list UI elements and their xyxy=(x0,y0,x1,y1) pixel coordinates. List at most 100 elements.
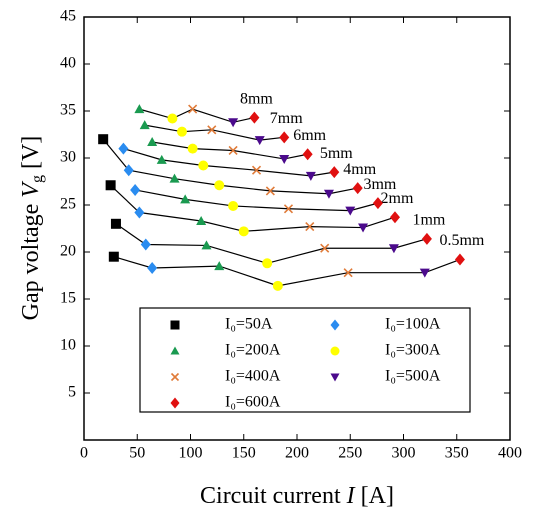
marker xyxy=(134,206,145,219)
y-tick-label: 30 xyxy=(60,149,76,166)
legend-label: I₀=400A xyxy=(225,368,281,385)
y-tick-label: 15 xyxy=(60,290,76,307)
marker xyxy=(421,232,432,245)
legend-marker xyxy=(170,397,180,409)
legend-label: I₀=500A xyxy=(385,368,441,385)
x-tick-label: 250 xyxy=(338,445,362,462)
y-tick-label: 10 xyxy=(60,337,76,354)
legend-marker xyxy=(170,320,180,330)
gap-label: 5mm xyxy=(320,145,353,162)
x-tick-label: 100 xyxy=(179,445,203,462)
marker xyxy=(196,215,207,225)
marker xyxy=(167,113,178,124)
marker xyxy=(323,189,334,199)
x-label-unit: [A] xyxy=(355,483,394,509)
marker xyxy=(251,165,262,175)
x-tick-label: 150 xyxy=(232,445,256,462)
y-tick-label: 25 xyxy=(60,196,76,213)
marker xyxy=(329,166,340,179)
marker xyxy=(188,104,198,114)
x-tick-label: 0 xyxy=(80,445,88,462)
marker xyxy=(198,160,209,171)
marker xyxy=(134,104,145,114)
marker xyxy=(228,145,238,156)
marker xyxy=(249,111,260,124)
marker xyxy=(283,204,294,214)
marker xyxy=(140,238,151,251)
gap-line xyxy=(123,148,335,177)
x-tick-label: 400 xyxy=(498,445,522,462)
marker xyxy=(279,154,290,164)
legend-label: I₀=50A xyxy=(225,316,273,333)
marker xyxy=(98,134,109,145)
y-tick-label: 45 xyxy=(60,8,76,25)
x-tick-label: 50 xyxy=(129,445,145,462)
legend-marker xyxy=(330,319,340,331)
gap-line xyxy=(113,256,461,287)
gap-label: 1mm xyxy=(412,212,445,229)
gap-label: 8mm xyxy=(240,90,273,107)
marker xyxy=(389,211,400,224)
marker xyxy=(352,182,363,195)
gap-line xyxy=(139,108,255,123)
legend-marker xyxy=(170,372,180,382)
marker xyxy=(345,206,356,216)
marker xyxy=(279,131,290,144)
marker xyxy=(139,120,150,130)
marker xyxy=(302,148,313,161)
marker xyxy=(262,258,273,269)
y-label-text: Gap voltage xyxy=(18,198,44,321)
gap-line xyxy=(135,189,379,212)
y-tick-label: 40 xyxy=(60,55,76,72)
marker xyxy=(123,164,134,177)
marker xyxy=(108,251,119,262)
gap-label: 6mm xyxy=(293,127,326,144)
marker xyxy=(180,194,191,204)
marker xyxy=(110,218,121,229)
marker xyxy=(305,222,315,232)
marker xyxy=(169,173,180,183)
marker xyxy=(272,280,283,291)
legend-marker xyxy=(330,346,340,356)
marker xyxy=(254,136,265,146)
marker xyxy=(343,268,353,278)
y-tick-label: 35 xyxy=(60,102,76,119)
marker xyxy=(207,125,217,135)
marker xyxy=(372,197,383,210)
marker xyxy=(358,223,369,233)
legend-label: I₀=300A xyxy=(385,342,441,359)
marker xyxy=(214,180,225,191)
x-label-text: Circuit current xyxy=(200,483,347,509)
marker xyxy=(130,183,141,196)
y-axis-label: Gap voltage Vg [V] xyxy=(18,136,46,321)
marker xyxy=(176,126,187,137)
marker xyxy=(454,253,465,266)
marker xyxy=(228,118,239,128)
x-tick-label: 300 xyxy=(392,445,416,462)
legend-box xyxy=(139,307,471,413)
y-label-unit: [V] xyxy=(18,136,44,175)
gap-label: 2mm xyxy=(381,190,414,207)
x-tick-label: 350 xyxy=(445,445,469,462)
marker xyxy=(147,261,158,274)
marker xyxy=(228,200,239,211)
marker xyxy=(238,226,249,237)
y-tick-label: 5 xyxy=(68,384,76,401)
marker xyxy=(105,180,116,191)
marker xyxy=(419,268,430,278)
marker xyxy=(265,186,275,196)
marker xyxy=(118,142,129,155)
legend-marker xyxy=(170,346,180,355)
legend-label: I₀=100A xyxy=(385,316,441,333)
x-axis-label: Circuit current I [A] xyxy=(200,483,394,509)
gap-label: 7mm xyxy=(270,110,303,127)
marker xyxy=(305,171,316,181)
x-tick-label: 200 xyxy=(285,445,309,462)
marker xyxy=(320,243,330,253)
legend-label: I₀=200A xyxy=(225,342,281,359)
y-label-var: V xyxy=(18,181,44,198)
marker xyxy=(156,154,167,164)
gap-label: 4mm xyxy=(343,161,376,178)
y-label-sub: g xyxy=(29,175,46,183)
